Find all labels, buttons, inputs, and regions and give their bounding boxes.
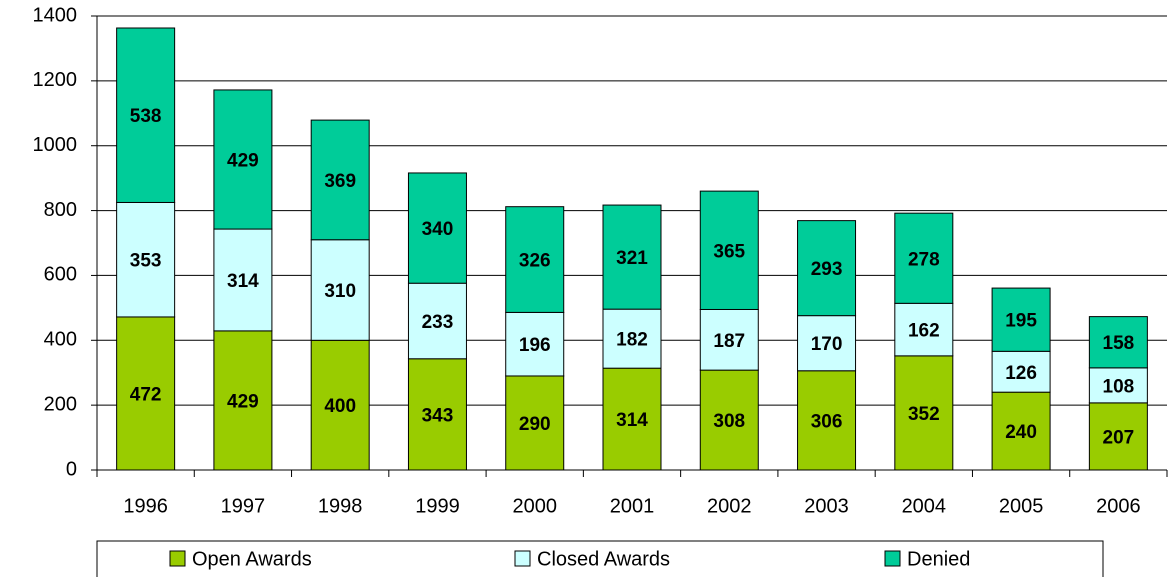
bar-segment — [797, 315, 857, 372]
bar-segment — [699, 190, 759, 310]
legend-label: Closed Awards — [537, 548, 670, 570]
x-tick-label: 2001 — [610, 495, 655, 517]
legend-label: Open Awards — [192, 548, 312, 570]
bar-segment — [1088, 402, 1148, 471]
bar-segment — [116, 27, 176, 203]
x-tick-label: 2005 — [999, 495, 1044, 517]
x-tick-label: 1999 — [415, 495, 460, 517]
bar-segment — [213, 330, 273, 471]
bar-segment — [213, 228, 273, 332]
data-label: 207 — [1103, 427, 1135, 448]
data-label: 196 — [519, 335, 551, 356]
legend-label: Denied — [907, 548, 970, 570]
y-tick-label: 200 — [44, 393, 77, 415]
bar-segment — [505, 206, 565, 313]
y-tick-label: 800 — [44, 199, 77, 221]
data-label: 308 — [713, 411, 745, 432]
legend-box — [96, 540, 1104, 577]
data-label: 126 — [1005, 363, 1037, 384]
x-tick-label: 1997 — [221, 495, 266, 517]
data-label: 170 — [811, 334, 843, 355]
data-label: 314 — [616, 410, 648, 431]
data-label: 195 — [1005, 311, 1037, 332]
x-tick-label: 1996 — [123, 495, 168, 517]
legend-swatch — [884, 550, 901, 567]
data-label: 369 — [324, 171, 356, 192]
bar-segment — [310, 339, 370, 471]
x-tick-label: 2003 — [804, 495, 849, 517]
data-label: 340 — [422, 219, 454, 240]
data-label: 187 — [713, 331, 745, 352]
data-label: 162 — [908, 321, 940, 342]
data-label: 314 — [227, 271, 259, 292]
bar-segment — [1088, 367, 1148, 404]
bar-segment — [894, 302, 954, 357]
data-label: 343 — [422, 405, 454, 426]
data-label: 233 — [422, 312, 454, 333]
bar-segment — [213, 89, 273, 230]
x-tick-label: 2000 — [512, 495, 557, 517]
y-tick-label: 1000 — [33, 134, 78, 156]
bar-segment — [699, 308, 759, 371]
x-tick-label: 1998 — [318, 495, 363, 517]
bar-segment — [1088, 316, 1148, 369]
legend-swatch — [514, 550, 531, 567]
data-label: 306 — [811, 411, 843, 432]
x-tick-label: 2002 — [707, 495, 752, 517]
bar-segment — [894, 212, 954, 304]
data-label: 353 — [130, 251, 162, 272]
data-label: 365 — [713, 241, 745, 262]
bar-segment — [991, 287, 1051, 352]
bar-segment — [602, 204, 662, 310]
data-label: 400 — [324, 396, 356, 417]
data-label: 290 — [519, 414, 551, 435]
y-tick-label: 600 — [44, 264, 77, 286]
data-label: 429 — [227, 151, 259, 172]
data-label: 240 — [1005, 422, 1037, 443]
data-label: 472 — [130, 384, 162, 405]
data-label: 352 — [908, 404, 940, 425]
y-tick-label: 400 — [44, 329, 77, 351]
bar-segment — [699, 369, 759, 471]
x-tick-label: 2006 — [1096, 495, 1141, 517]
bar-segment — [797, 220, 857, 317]
data-label: 326 — [519, 251, 551, 272]
data-label: 538 — [130, 106, 162, 127]
data-label: 278 — [908, 249, 940, 270]
bar-segment — [505, 311, 565, 377]
bar-segment — [310, 119, 370, 241]
bar-segment — [505, 375, 565, 471]
y-tick-label: 1200 — [33, 69, 78, 91]
legend-swatch — [169, 550, 186, 567]
data-label: 321 — [616, 248, 648, 269]
y-tick-label: 0 — [66, 458, 77, 480]
bar-segment — [310, 239, 370, 341]
bar-segment — [602, 308, 662, 369]
data-label: 158 — [1103, 333, 1135, 354]
data-label: 429 — [227, 391, 259, 412]
data-label: 293 — [811, 259, 843, 280]
bar-segment — [797, 370, 857, 471]
data-label: 108 — [1103, 376, 1135, 397]
data-label: 310 — [324, 281, 356, 302]
y-tick-label: 1400 — [33, 4, 78, 26]
bar-segment — [407, 172, 467, 284]
data-label: 182 — [616, 330, 648, 351]
x-tick-label: 2004 — [902, 495, 947, 517]
bar-segment — [991, 350, 1051, 393]
